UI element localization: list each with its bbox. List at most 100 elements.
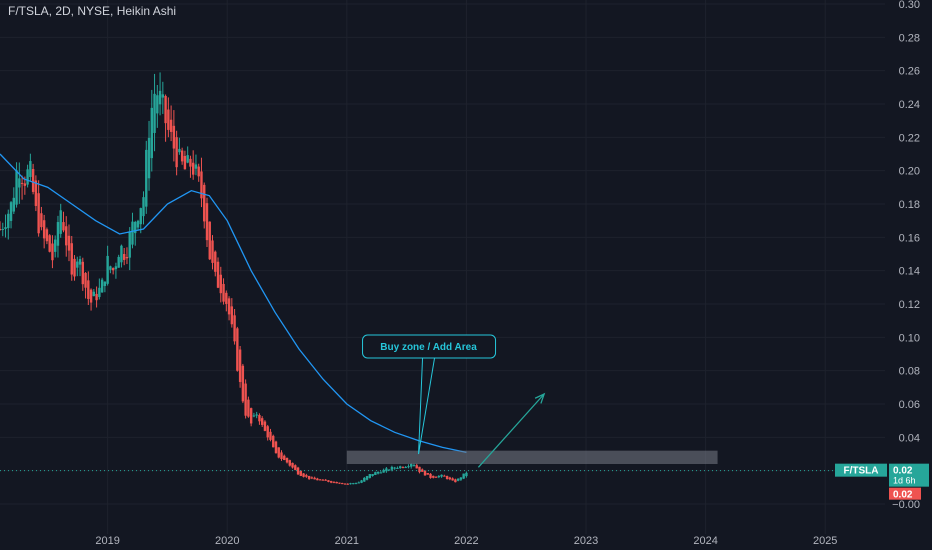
candle-body — [20, 182, 24, 184]
candle-body — [103, 281, 107, 287]
candle-body — [37, 193, 40, 234]
y-tick-label: 0.28 — [899, 32, 920, 44]
candle-body — [189, 158, 192, 167]
candle-body — [445, 476, 449, 479]
candle-body — [296, 467, 300, 475]
candle-body — [440, 474, 443, 477]
candle-body — [374, 472, 377, 475]
candle-body — [78, 259, 82, 265]
annotation-box[interactable] — [362, 334, 497, 359]
candle-body — [70, 243, 73, 275]
buy-zone-rect[interactable] — [346, 450, 718, 464]
candle-body — [283, 455, 286, 461]
x-tick-label: 2022 — [454, 535, 478, 547]
candle-body — [167, 109, 170, 130]
y-tick-label: 0.30 — [899, 0, 920, 11]
candle-body — [114, 266, 118, 270]
candle-body — [318, 479, 322, 481]
candle-body — [385, 468, 388, 472]
candle-body — [26, 169, 29, 185]
candle-body — [236, 328, 239, 371]
candle-body — [307, 475, 311, 479]
candle-body — [211, 240, 214, 263]
x-tick-label: 2019 — [95, 535, 119, 547]
low-tag-bg — [889, 487, 921, 500]
candle-body — [346, 483, 349, 485]
candle-body — [7, 213, 10, 229]
candle-body — [214, 251, 217, 272]
candle-body — [169, 119, 173, 132]
candle-body — [92, 291, 96, 297]
candle-body — [443, 475, 446, 477]
candle-body — [432, 475, 435, 478]
candle-body — [244, 383, 247, 416]
candle-body — [81, 261, 84, 285]
candle-body — [415, 465, 418, 469]
candle-body — [390, 466, 394, 470]
candle-body — [241, 365, 245, 402]
x-tick-label: 2020 — [215, 535, 239, 547]
x-tick-label: 2023 — [574, 535, 598, 547]
candle-body — [387, 469, 391, 471]
candle-body — [272, 435, 275, 448]
candle-body — [98, 287, 101, 298]
candle-body — [429, 473, 432, 478]
candle-body — [451, 478, 454, 481]
y-tick-label: 0.16 — [899, 232, 920, 244]
candle-body — [125, 256, 129, 259]
y-tick-label: 0.26 — [899, 66, 920, 78]
candle-body — [122, 254, 126, 260]
candle-body — [158, 90, 162, 105]
candle-body — [404, 467, 407, 469]
y-tick-label: 0.10 — [899, 332, 920, 344]
candle-body — [238, 349, 242, 382]
y-tick-label: 0.20 — [899, 166, 920, 178]
candle-body — [84, 273, 87, 288]
symbol-tag-bg — [835, 463, 887, 477]
price-tag: 0.02 — [893, 466, 913, 477]
candle-body — [100, 279, 104, 293]
x-tick-label: 2024 — [693, 535, 717, 547]
candle-body — [0, 229, 2, 230]
candle-body — [227, 298, 231, 315]
moving-average-line — [0, 153, 467, 453]
y-tick-label: 0.22 — [899, 132, 920, 144]
candle-body — [280, 452, 283, 460]
x-tick-label: 2021 — [335, 535, 359, 547]
candle-body — [249, 408, 253, 424]
candle-body — [258, 415, 261, 422]
candle-body — [164, 95, 167, 124]
candle-body — [247, 399, 250, 417]
y-tick-label: −0.00 — [892, 499, 920, 511]
candle-body — [294, 465, 297, 470]
y-tick-label: 0.12 — [899, 299, 920, 311]
candle-body — [194, 164, 198, 169]
candle-body — [216, 261, 220, 288]
candle-body — [191, 162, 195, 175]
candle-body — [329, 481, 333, 483]
annotation-pointer — [418, 357, 436, 455]
candle-body — [31, 169, 35, 192]
candle-body — [285, 457, 289, 463]
candle-body — [454, 479, 457, 483]
candle-body — [139, 208, 142, 225]
candle-body — [40, 213, 43, 228]
candle-body — [175, 137, 178, 168]
annotation-label: Buy zone / Add Area — [380, 342, 477, 353]
y-tick-label: 0.14 — [899, 266, 920, 278]
candle-body — [180, 150, 184, 162]
candle-body — [316, 478, 319, 481]
candle-body — [106, 255, 109, 284]
candle-body — [338, 482, 341, 484]
y-tick-label: 0.08 — [899, 366, 920, 378]
candle-body — [462, 473, 465, 479]
candle-body — [299, 470, 303, 476]
candle-body — [426, 473, 429, 475]
candle-body — [393, 467, 396, 469]
candle-body — [109, 266, 112, 270]
candle-body — [277, 447, 280, 458]
trend-arrow-head — [534, 392, 546, 404]
candle-body — [111, 268, 115, 271]
